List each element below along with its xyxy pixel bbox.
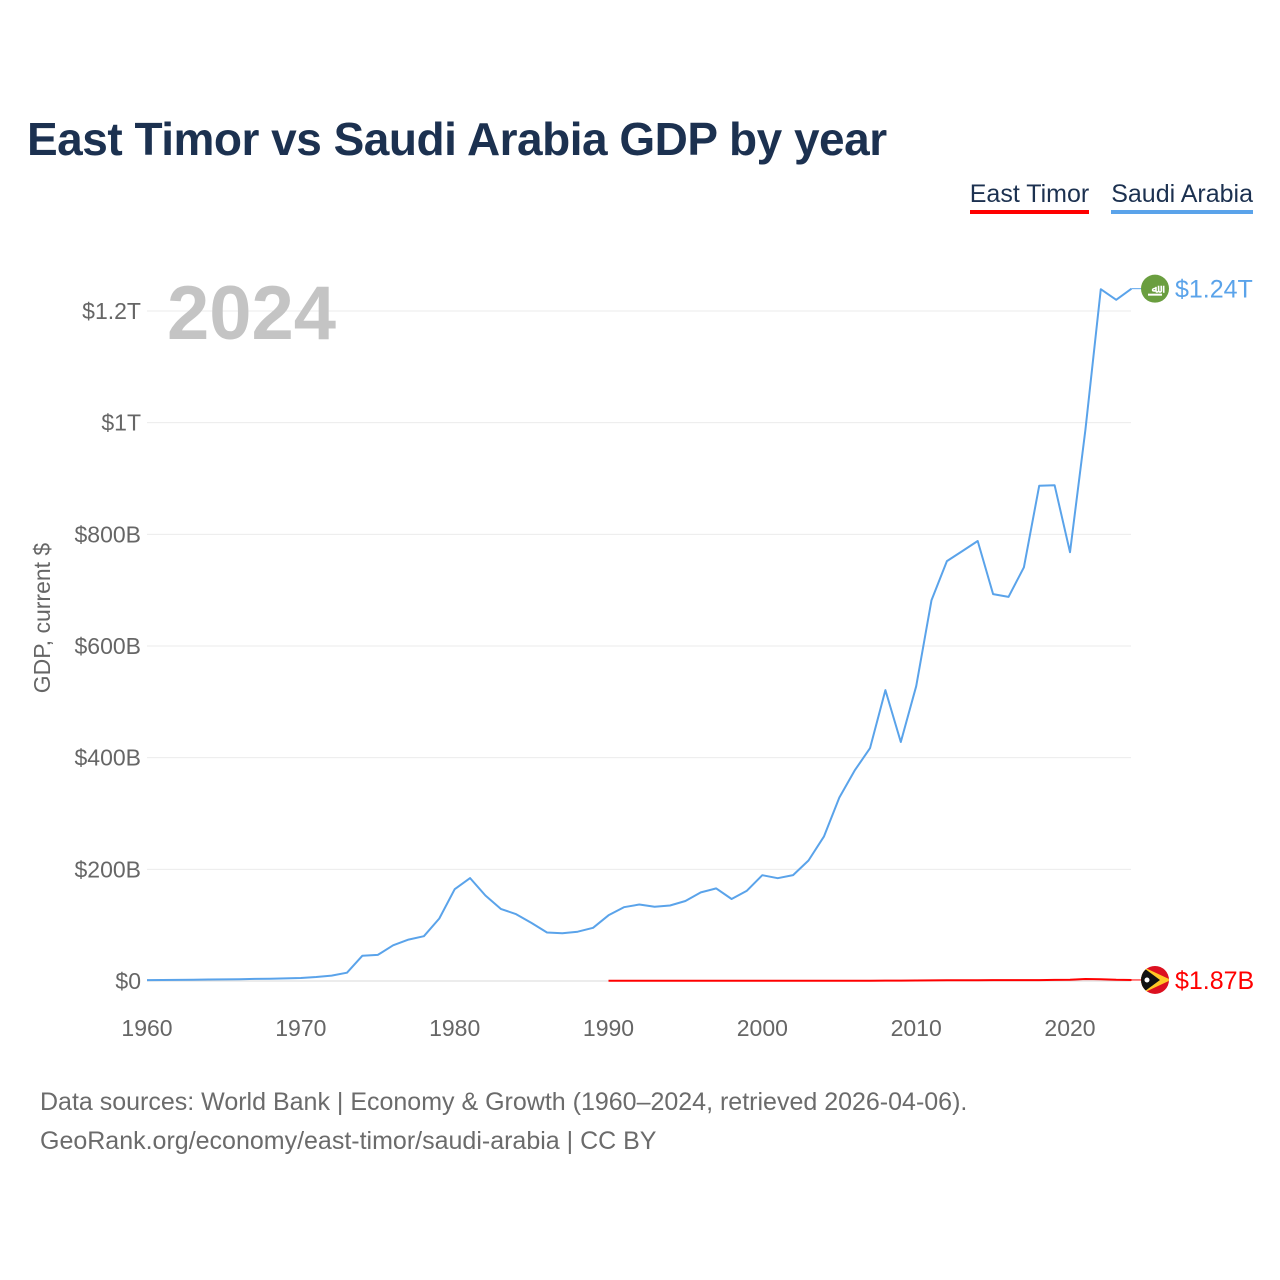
east-timor-flag-icon xyxy=(1141,965,1169,994)
source-line-2[interactable]: GeoRank.org/economy/east-timor/saudi-ara… xyxy=(40,1127,657,1155)
end-value-label-east-timor: $1.87B xyxy=(1175,967,1254,995)
x-tick-label: 1980 xyxy=(429,1015,480,1041)
chart-title: East Timor vs Saudi Arabia GDP by year xyxy=(27,113,887,165)
x-tick-label: 2000 xyxy=(737,1015,788,1041)
x-tick-label: 1990 xyxy=(583,1015,634,1041)
x-tick-label: 1960 xyxy=(121,1015,172,1041)
y-tick-label: $400B xyxy=(74,745,141,771)
source-line-1: Data sources: World Bank | Economy & Gro… xyxy=(40,1088,968,1116)
x-tick-label: 2020 xyxy=(1044,1015,1095,1041)
y-tick-label: $1T xyxy=(101,410,141,436)
series-line-east-timor xyxy=(608,978,1132,982)
y-axis-title: GDP, current $ xyxy=(29,543,55,694)
legend-item-saudi-arabia[interactable]: Saudi Arabia xyxy=(1111,180,1253,214)
flag-black xyxy=(1141,965,1160,994)
y-tick-label: $600B xyxy=(74,633,141,659)
y-tick-label: $800B xyxy=(74,521,141,547)
year-watermark: 2024 xyxy=(167,271,336,356)
x-tick-label: 2010 xyxy=(891,1015,942,1041)
flag-star xyxy=(1144,977,1150,983)
y-tick-label: $200B xyxy=(74,856,141,882)
end-value-label-saudi-arabia: $1.24T xyxy=(1175,276,1253,304)
flag-body xyxy=(1141,965,1169,994)
x-tick-label: 1970 xyxy=(275,1015,326,1041)
legend-item-east-timor[interactable]: East Timor xyxy=(969,180,1090,214)
saudi-arabia-flag-icon: ﷲ xyxy=(1141,274,1169,303)
legend: East Timor Saudi Arabia xyxy=(969,180,1253,214)
y-tick-label: $1.2T xyxy=(82,298,141,324)
source-note: Data sources: World Bank | Economy & Gro… xyxy=(40,1083,967,1161)
y-tick-label: $0 xyxy=(115,968,141,994)
series-line-saudi-arabia xyxy=(146,287,1133,982)
flag-sword xyxy=(1148,293,1162,296)
